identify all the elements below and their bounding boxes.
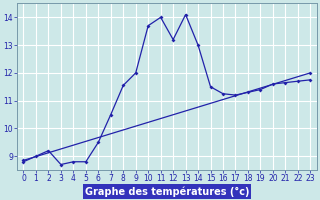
X-axis label: Graphe des températures (°c): Graphe des températures (°c) xyxy=(85,186,249,197)
